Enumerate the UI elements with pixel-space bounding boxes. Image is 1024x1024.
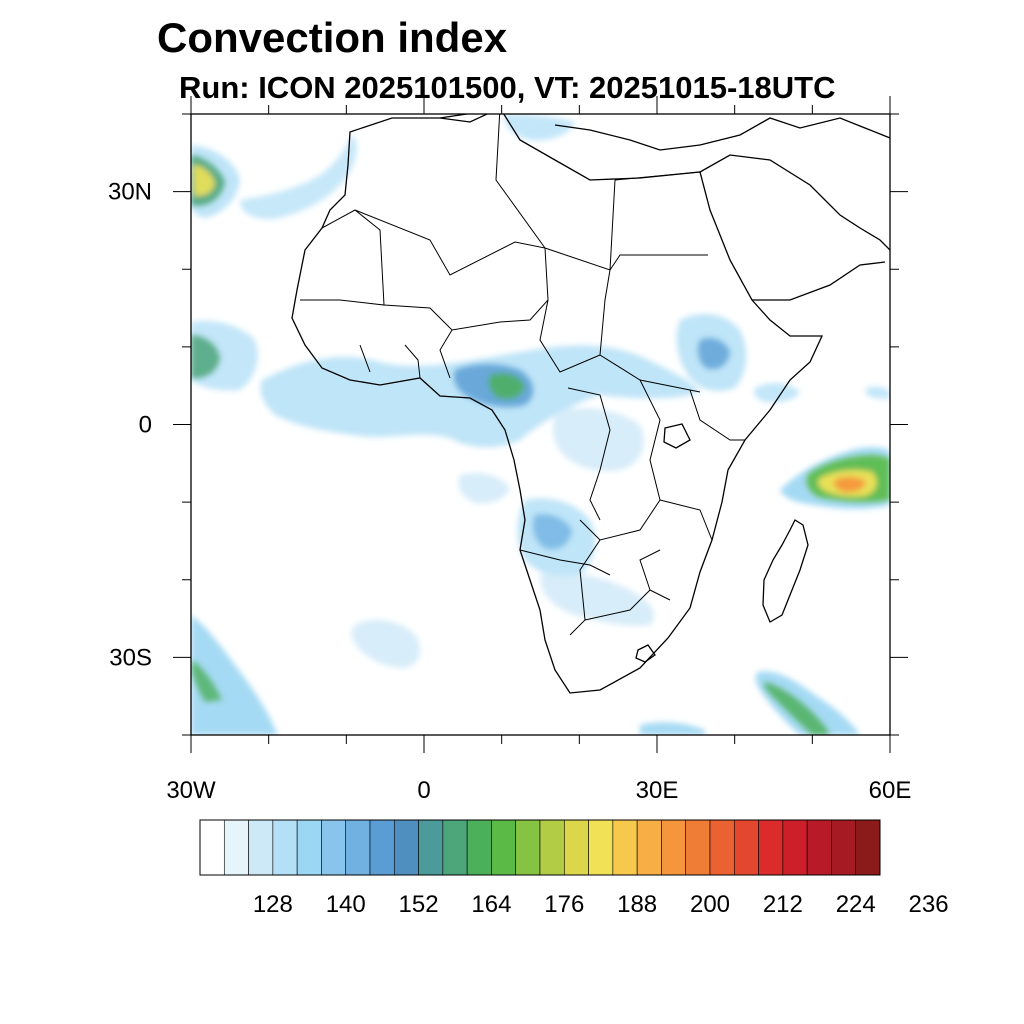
colorbar-swatch <box>223 819 249 876</box>
chart-title: Convection index <box>157 14 508 61</box>
colorbar-swatch <box>442 819 468 876</box>
convection-gulf-guinea <box>458 473 510 504</box>
convection-core-atlantic-west <box>191 335 220 379</box>
lat-label: 30N <box>108 179 152 206</box>
convection-field <box>191 114 890 735</box>
colorbar-swatch <box>491 819 517 876</box>
convection-mediterranean <box>504 114 575 141</box>
convection-east-edge <box>866 386 890 399</box>
colorbar-swatch <box>709 819 735 876</box>
convection-core-east-indian-orange <box>834 476 866 493</box>
colorbar-swatch <box>393 819 419 876</box>
colorbar-swatch <box>369 819 395 876</box>
convection-south-atlantic <box>351 619 421 668</box>
colorbar-swatch <box>272 819 298 876</box>
convection-core-cameroon-green <box>488 373 525 400</box>
colorbar-tick-label: 140 <box>326 891 366 918</box>
europe-coastline <box>439 114 890 151</box>
colorbar-swatch <box>758 819 784 876</box>
colorbar-tick-label: 200 <box>690 891 730 918</box>
lesotho-border <box>635 644 656 663</box>
axis-labels: 30W 0 30E 60E 30N 0 30S <box>108 179 911 804</box>
colorbar-tick-label: 224 <box>836 891 876 918</box>
colorbar-frame <box>199 819 881 876</box>
colorbar-tick-label: 188 <box>617 891 657 918</box>
madagascar-coastline <box>762 519 809 623</box>
lake-victoria <box>663 423 691 449</box>
lon-label: 0 <box>417 777 430 804</box>
colorbar-swatch <box>588 819 614 876</box>
arabia-coastline <box>699 154 890 301</box>
convection-core-angola <box>533 514 572 550</box>
country-borders <box>300 114 745 636</box>
colorbar-swatch <box>855 819 881 876</box>
colorbar-swatch <box>466 819 492 876</box>
convection-core-ethiopia <box>698 338 730 370</box>
colorbar-swatch <box>199 819 225 876</box>
lon-label: 60E <box>869 777 912 804</box>
convection-central-africa <box>552 408 644 472</box>
convection-namibia-botswana <box>540 573 654 626</box>
map-ticks <box>173 96 908 753</box>
colorbar-swatch <box>515 819 541 876</box>
colorbar-swatch <box>806 819 832 876</box>
colorbar-tick-label: 152 <box>399 891 439 918</box>
colorbar-tick-label: 176 <box>544 891 584 918</box>
colorbar: 128 140 152 164 176 188 200 212 224 236 <box>199 819 949 918</box>
colorbar-tick-label: 164 <box>471 891 511 918</box>
colorbar-swatch <box>296 819 322 876</box>
chart-subtitle: Run: ICON 2025101500, VT: 20251015-18UTC <box>179 70 836 105</box>
colorbar-swatch <box>321 819 347 876</box>
colorbar-tick-label: 212 <box>763 891 803 918</box>
colorbar-swatch <box>563 819 589 876</box>
colorbar-swatch <box>661 819 687 876</box>
convection-core-northwest-yellow <box>193 165 215 196</box>
lon-label: 30E <box>636 777 679 804</box>
convection-morocco-band <box>240 135 357 220</box>
convection-southwest-atlantic <box>191 615 278 735</box>
colorbar-swatch <box>539 819 565 876</box>
lat-label: 0 <box>139 412 152 439</box>
colorbar-tick-label: 236 <box>909 891 949 918</box>
convection-southern-indian-ocean <box>755 671 860 735</box>
colorbar-swatch <box>685 819 711 876</box>
colorbar-swatch <box>345 819 371 876</box>
convection-core-south-indian-green <box>764 682 830 735</box>
lat-label: 30S <box>109 644 152 671</box>
coastlines-and-borders <box>291 114 890 694</box>
colorbar-swatch <box>782 819 808 876</box>
colorbar-swatch <box>733 819 759 876</box>
convection-south-coast <box>640 722 705 735</box>
colorbar-tick-label: 128 <box>253 891 293 918</box>
colorbar-swatch <box>612 819 638 876</box>
colorbar-swatch <box>248 819 274 876</box>
colorbar-swatch <box>831 819 857 876</box>
colorbar-swatch <box>418 819 444 876</box>
convection-somalia <box>754 383 800 403</box>
convection-core-southwest-green <box>191 660 222 702</box>
lon-label: 30W <box>166 777 216 804</box>
colorbar-swatch <box>636 819 662 876</box>
